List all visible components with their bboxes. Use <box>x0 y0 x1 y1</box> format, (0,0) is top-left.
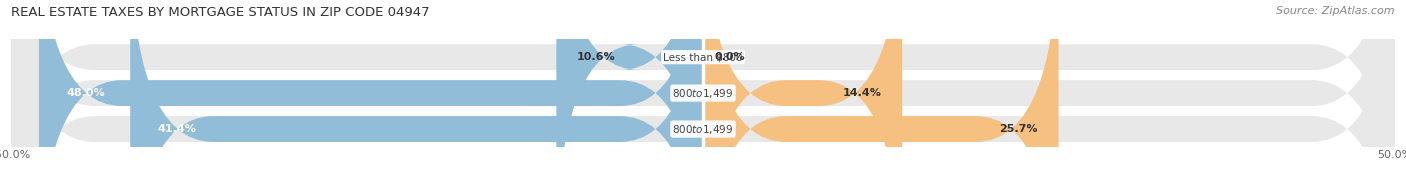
Text: 10.6%: 10.6% <box>576 52 616 62</box>
Text: $800 to $1,499: $800 to $1,499 <box>672 122 734 135</box>
Text: 14.4%: 14.4% <box>842 88 882 98</box>
FancyBboxPatch shape <box>703 0 1059 196</box>
FancyBboxPatch shape <box>39 0 703 196</box>
FancyBboxPatch shape <box>557 0 703 196</box>
FancyBboxPatch shape <box>703 0 903 196</box>
Text: 41.4%: 41.4% <box>157 124 197 134</box>
FancyBboxPatch shape <box>11 0 1395 196</box>
Text: 0.0%: 0.0% <box>714 52 745 62</box>
Text: Less than $800: Less than $800 <box>664 52 742 62</box>
FancyBboxPatch shape <box>131 0 703 196</box>
Text: 48.0%: 48.0% <box>66 88 105 98</box>
FancyBboxPatch shape <box>11 0 1395 196</box>
Text: Source: ZipAtlas.com: Source: ZipAtlas.com <box>1277 6 1395 16</box>
Text: REAL ESTATE TAXES BY MORTGAGE STATUS IN ZIP CODE 04947: REAL ESTATE TAXES BY MORTGAGE STATUS IN … <box>11 6 430 19</box>
FancyBboxPatch shape <box>11 0 1395 196</box>
Text: 25.7%: 25.7% <box>1000 124 1038 134</box>
Text: $800 to $1,499: $800 to $1,499 <box>672 87 734 100</box>
